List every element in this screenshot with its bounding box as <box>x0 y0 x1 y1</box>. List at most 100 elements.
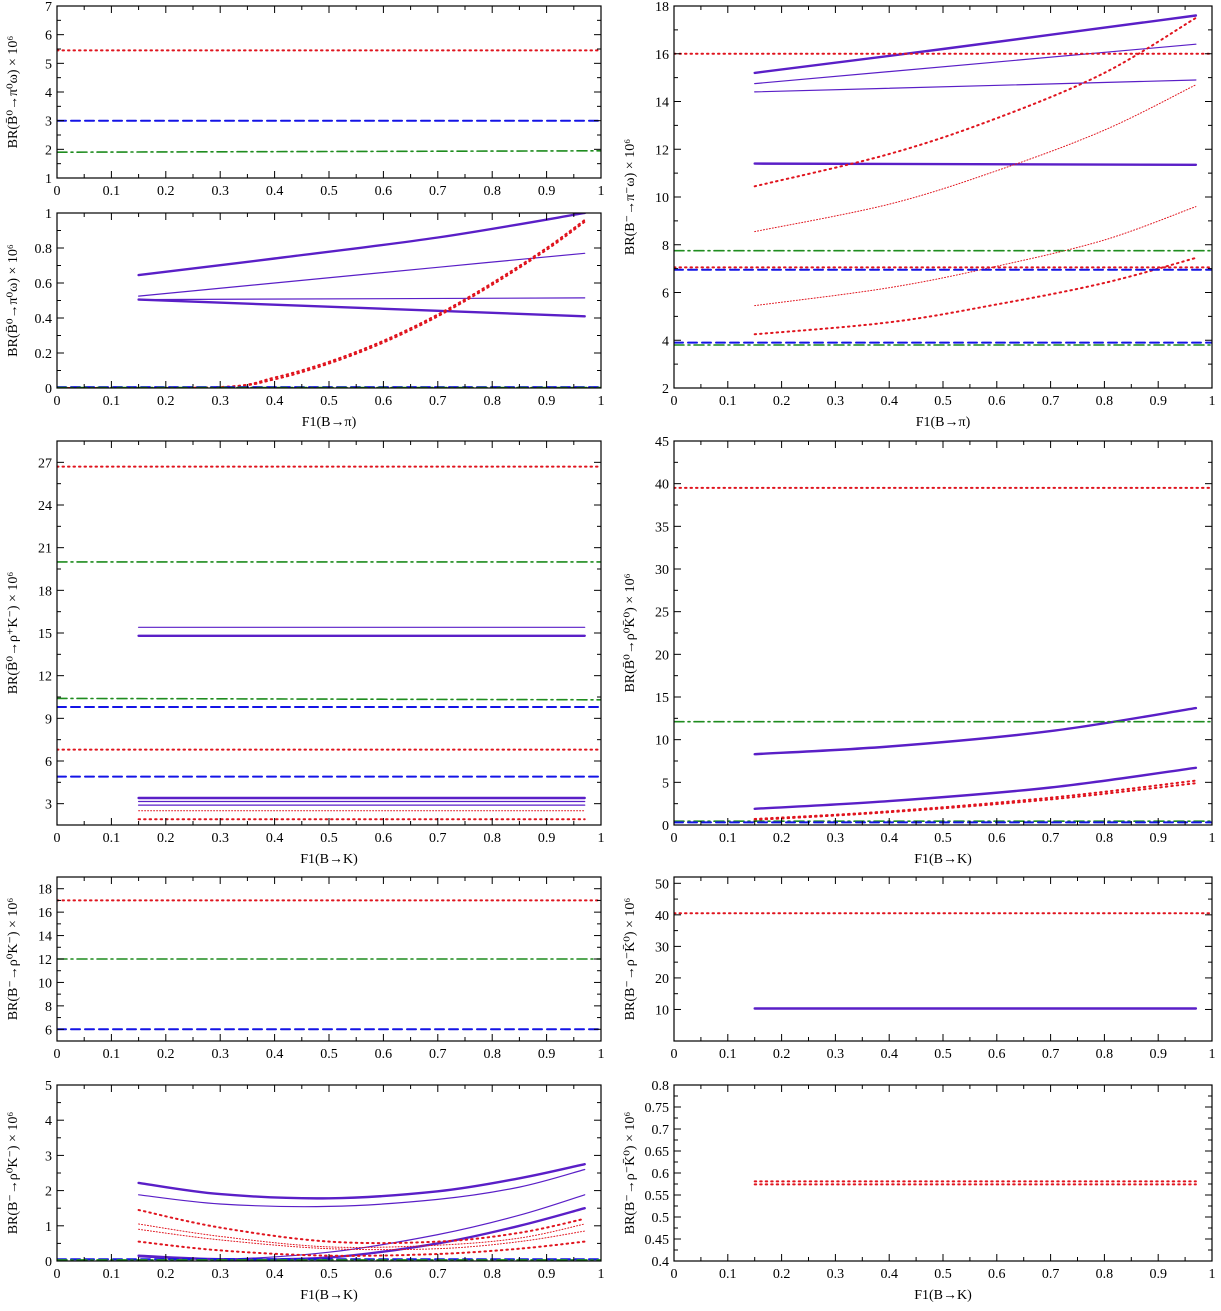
y-tick-label: 10 <box>655 1003 669 1018</box>
y-tick-label: 0.75 <box>645 1101 670 1116</box>
x-tick-label: 0.5 <box>934 1047 952 1062</box>
x-tick-label: 0.6 <box>375 184 393 199</box>
plot-panel-p8: 0 0.1 0.2 0.3 0.4 0.5 0.6 0.7 0.8 0.9 1 0 1 2 3 4 5 BR(B⁻… <box>6 1079 605 1303</box>
y-tick-label: 27 <box>38 456 52 471</box>
y-tick-label: 21 <box>38 542 52 557</box>
series-line-purple-thick <box>753 162 1198 166</box>
x-tick-label: 0.2 <box>773 831 791 846</box>
x-tick-label: 0.6 <box>375 831 393 846</box>
y-tick-label: 4 <box>45 1114 52 1129</box>
y-tick-label: 45 <box>655 435 669 450</box>
x-tick-label: 0.6 <box>988 831 1006 846</box>
x-tick-label: 0.2 <box>773 394 791 409</box>
series-line-red-dot <box>57 219 586 388</box>
y-tick-label: 2 <box>45 143 52 158</box>
x-tick-label: 0.5 <box>320 184 338 199</box>
x-tick-label: 0.7 <box>429 184 447 199</box>
x-tick-label: 0.6 <box>988 1047 1006 1062</box>
x-tick-label: 0.2 <box>157 184 175 199</box>
y-axis-label: BR(B⁻→ρ⁰K⁻) × 10⁶ <box>6 1112 21 1235</box>
y-tick-label: 25 <box>655 606 669 621</box>
series-line-purple-thick <box>753 14 1198 75</box>
y-axis-label: BR(B⁻→ρ⁰K⁻) × 10⁶ <box>6 898 21 1021</box>
series-line-red-dot <box>137 1240 586 1257</box>
y-tick-label: 0 <box>45 1255 52 1270</box>
x-tick-label: 0.4 <box>880 1267 898 1282</box>
y-tick-label: 3 <box>45 798 52 813</box>
y-tick-label: 3 <box>45 1149 52 1164</box>
x-tick-label: 0.1 <box>719 394 737 409</box>
x-tick-label: 0 <box>671 831 678 846</box>
x-tick-label: 0.3 <box>211 394 229 409</box>
y-tick-label: 20 <box>655 648 669 663</box>
series-line-purple-thick <box>137 1163 586 1200</box>
x-tick-label: 0.3 <box>211 831 229 846</box>
y-tick-label: 0.5 <box>652 1211 670 1226</box>
y-tick-label: 0.6 <box>35 277 53 292</box>
x-tick-label: 0.7 <box>1042 1267 1060 1282</box>
series-line-red-dot-thin <box>138 1223 586 1248</box>
x-tick-label: 0.2 <box>773 1267 791 1282</box>
series-line-red-dot-thin <box>754 206 1197 307</box>
plot-panel-p6: 0 0.1 0.2 0.3 0.4 0.5 0.6 0.7 0.8 0.9 168101214161… <box>6 876 605 1062</box>
x-tick-label: 0.9 <box>538 184 556 199</box>
series-line-purple-thin <box>138 252 586 297</box>
x-tick-label: 0.6 <box>375 394 393 409</box>
y-tick-label: 0.45 <box>645 1233 670 1248</box>
y-tick-label: 0.2 <box>35 347 53 362</box>
y-tick-label: 6 <box>45 1023 52 1038</box>
series-line-red-dot <box>753 16 1197 188</box>
x-tick-label: 0.4 <box>266 831 284 846</box>
x-tick-label: 1 <box>598 1267 605 1282</box>
x-tick-label: 0.3 <box>827 1267 845 1282</box>
series-line-purple-thin <box>138 297 586 301</box>
x-tick-label: 0.6 <box>988 1267 1006 1282</box>
x-tick-label: 0.1 <box>103 1267 121 1282</box>
x-tick-label: 0.1 <box>103 831 121 846</box>
x-tick-label: 0.3 <box>211 184 229 199</box>
x-tick-label: 0.6 <box>988 394 1006 409</box>
plot-frame <box>673 876 1213 1042</box>
x-tick-label: 1 <box>598 394 605 409</box>
x-tick-label: 0.8 <box>483 184 501 199</box>
series-line-red-dot <box>57 220 586 388</box>
x-tick-label: 0.9 <box>538 1047 556 1062</box>
x-tick-label: 0.7 <box>1042 831 1060 846</box>
x-tick-label: 0.2 <box>157 1047 175 1062</box>
plot-frame <box>56 1084 602 1262</box>
x-tick-label: 0.8 <box>1096 1047 1114 1062</box>
y-tick-label: 30 <box>655 563 669 578</box>
x-tick-label: 1 <box>598 831 605 846</box>
series-line-purple-thin <box>754 43 1197 85</box>
x-tick-label: 0 <box>54 394 61 409</box>
x-tick-label: 0 <box>671 1267 678 1282</box>
x-tick-label: 0.9 <box>1149 1047 1167 1062</box>
y-tick-label: 0.4 <box>652 1255 670 1270</box>
y-tick-label: 35 <box>655 520 669 535</box>
x-tick-label: 0.8 <box>483 1267 501 1282</box>
y-tick-label: 16 <box>38 906 52 921</box>
y-tick-label: 50 <box>655 877 669 892</box>
series-line-red-dot <box>137 1209 586 1245</box>
y-tick-label: 40 <box>655 909 669 924</box>
x-tick-label: 0.8 <box>1096 831 1114 846</box>
y-axis-label: BR(B̄⁰→ρ⁺K⁻) × 10⁶ <box>5 572 21 695</box>
series-line-purple-thin <box>138 1168 586 1208</box>
y-tick-label: 30 <box>655 940 669 955</box>
x-tick-label: 0.2 <box>157 1267 175 1282</box>
y-axis-label: BR(B⁻→π⁻ω) × 10⁶ <box>623 139 638 255</box>
y-tick-label: 7 <box>45 0 52 15</box>
x-axis-label: F1(B→π) <box>916 415 971 430</box>
y-tick-label: 1 <box>45 1220 52 1235</box>
series-line-purple-thick <box>137 298 586 318</box>
y-axis-label: BR(B⁻→ρ⁻K̄⁰) × 10⁶ <box>622 898 638 1021</box>
y-tick-label: 12 <box>38 670 52 685</box>
x-axis-label: F1(B→K) <box>300 1288 358 1303</box>
y-tick-label: 0.65 <box>645 1145 670 1160</box>
plot-panel-p5: 0 0.1 0.2 0.3 0.4 0.5 0.6 0.7 0.8 0.9 105101520253… <box>622 435 1215 867</box>
y-tick-label: 5 <box>45 57 52 72</box>
y-tick-label: 6 <box>662 287 669 302</box>
y-tick-label: 12 <box>655 143 669 158</box>
x-tick-label: 0.5 <box>934 1267 952 1282</box>
x-tick-label: 0.9 <box>538 831 556 846</box>
